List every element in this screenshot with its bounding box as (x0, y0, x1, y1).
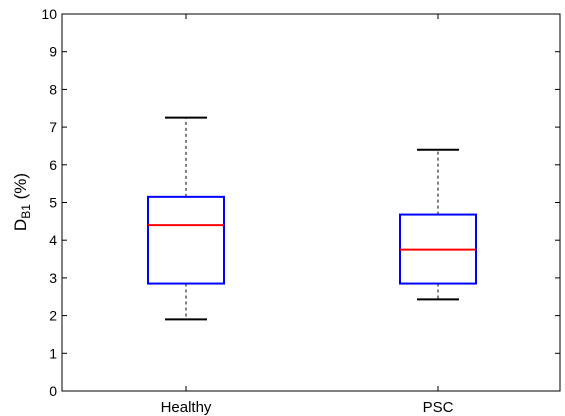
y-axis-label-main: D (11, 219, 30, 231)
y-tick-label-7: 7 (49, 119, 57, 135)
y-tick-label-8: 8 (49, 81, 57, 97)
y-tick-label-9: 9 (49, 44, 57, 60)
y-tick-label-0: 0 (49, 383, 57, 399)
y-tick-label-5: 5 (49, 195, 57, 211)
box-group-0 (147, 116, 225, 321)
y-tick-label-4: 4 (49, 232, 57, 248)
y-tick-label-1: 1 (49, 345, 57, 361)
y-axis-label-unit: (%) (11, 173, 30, 204)
x-category-label-1: PSC (423, 399, 454, 416)
x-category-label-0: Healthy (161, 399, 212, 416)
iqr-box-0 (147, 195, 225, 285)
y-tick-label-3: 3 (49, 270, 57, 286)
y-axis-label: DB1 (%) (11, 173, 33, 231)
plot-background (62, 14, 560, 391)
y-tick-label-6: 6 (49, 157, 57, 173)
y-tick-label-10: 10 (41, 6, 57, 22)
y-tick-label-2: 2 (49, 308, 57, 324)
y-axis-label-subscript: B1 (19, 204, 33, 219)
box-group-1 (399, 148, 477, 301)
axis-layer: 0 1 2 3 4 5 6 7 8 9 10 Healthy PSC (41, 6, 560, 416)
plot-layer (147, 116, 477, 321)
